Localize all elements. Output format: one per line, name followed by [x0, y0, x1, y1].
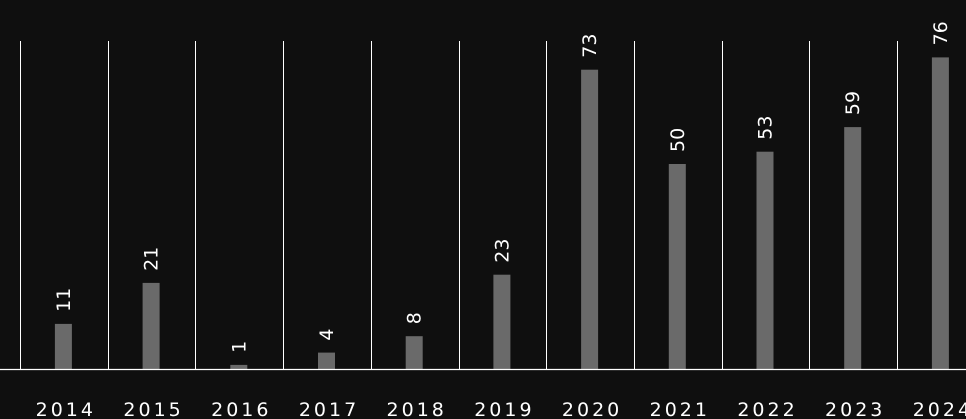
data-label-2024: 76: [930, 21, 952, 45]
bar-2017: [318, 352, 335, 369]
x-tick-label-2017: 2017: [299, 399, 359, 419]
bar-series: [54, 57, 949, 370]
data-label-2018: 8: [404, 312, 426, 324]
bar-2014: [54, 323, 72, 369]
x-tick-label-2024: 2024: [913, 399, 966, 419]
bar-2016: [230, 364, 248, 369]
x-tick-label-2021: 2021: [650, 399, 710, 419]
bar-2023: [844, 127, 862, 369]
data-label-2014: 11: [53, 288, 75, 312]
bar-2020: [581, 69, 599, 369]
data-label-2021: 50: [667, 128, 689, 152]
bar-2015: [142, 282, 160, 369]
x-tick-label-2014: 2014: [36, 399, 96, 419]
x-tick-label-2023: 2023: [825, 399, 885, 419]
bar-2019: [493, 274, 511, 369]
bar-2022: [756, 151, 774, 369]
x-tick-label-2022: 2022: [737, 399, 797, 419]
x-tick-label-2020: 2020: [562, 399, 622, 419]
bar-2018: [405, 336, 423, 369]
bar-2024: [931, 57, 949, 370]
data-label-2023: 59: [842, 91, 864, 115]
data-label-2020: 73: [579, 34, 601, 58]
data-label-2017: 4: [316, 329, 338, 341]
data-label-2015: 21: [141, 247, 163, 271]
bar-2021: [668, 164, 686, 369]
x-tick-label-2019: 2019: [474, 399, 534, 419]
x-tick-label-2018: 2018: [387, 399, 447, 419]
x-tick-label-2015: 2015: [123, 399, 183, 419]
data-label-2019: 23: [491, 239, 513, 263]
x-axis-tick-labels: 2014 2015 2016 2017 2018 2019 2020 2021 2022 2023…: [36, 399, 966, 419]
data-label-2022: 53: [755, 116, 777, 140]
vertical-gridlines: [20, 41, 898, 369]
x-tick-label-2016: 2016: [211, 399, 271, 419]
data-labels: 11 21 1 4 8 23 73 50 53 59 76: [53, 21, 952, 353]
data-label-2016: 1: [228, 341, 250, 353]
